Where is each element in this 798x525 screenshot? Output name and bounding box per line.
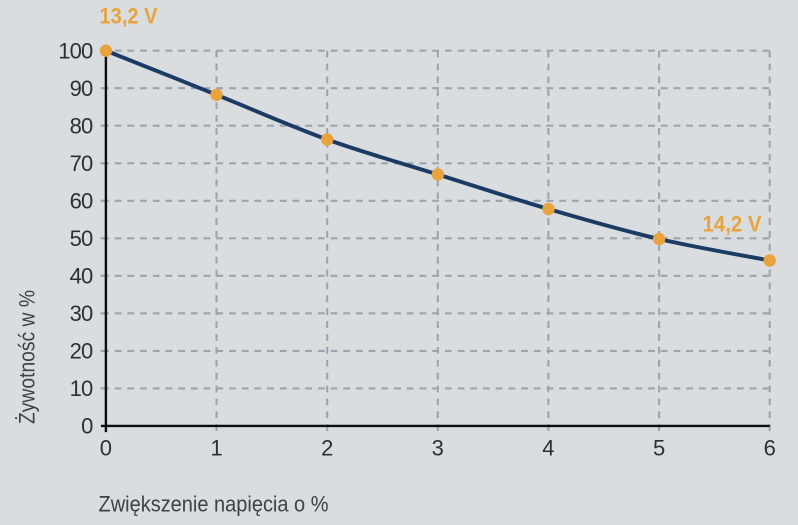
svg-text:Żywotność w %: Żywotność w % [15,290,40,424]
svg-text:10: 10 [70,376,93,401]
svg-text:13,2 V: 13,2 V [100,3,158,28]
svg-text:2: 2 [321,436,333,461]
svg-text:30: 30 [70,301,93,326]
svg-text:0: 0 [81,414,93,439]
svg-text:60: 60 [70,189,93,214]
svg-text:5: 5 [653,436,665,461]
svg-text:Zwiększenie napięcia o %: Zwiększenie napięcia o % [99,492,329,517]
svg-text:70: 70 [70,151,93,176]
svg-text:14,2 V: 14,2 V [703,212,762,237]
svg-text:40: 40 [70,264,93,289]
svg-text:100: 100 [58,38,93,63]
svg-text:6: 6 [764,436,776,461]
svg-text:1: 1 [210,436,222,461]
svg-text:20: 20 [70,339,93,364]
svg-text:90: 90 [70,76,93,101]
svg-text:50: 50 [70,226,93,251]
svg-text:80: 80 [70,113,93,138]
svg-text:3: 3 [432,436,444,461]
svg-text:4: 4 [542,436,554,461]
svg-text:0: 0 [100,436,112,461]
